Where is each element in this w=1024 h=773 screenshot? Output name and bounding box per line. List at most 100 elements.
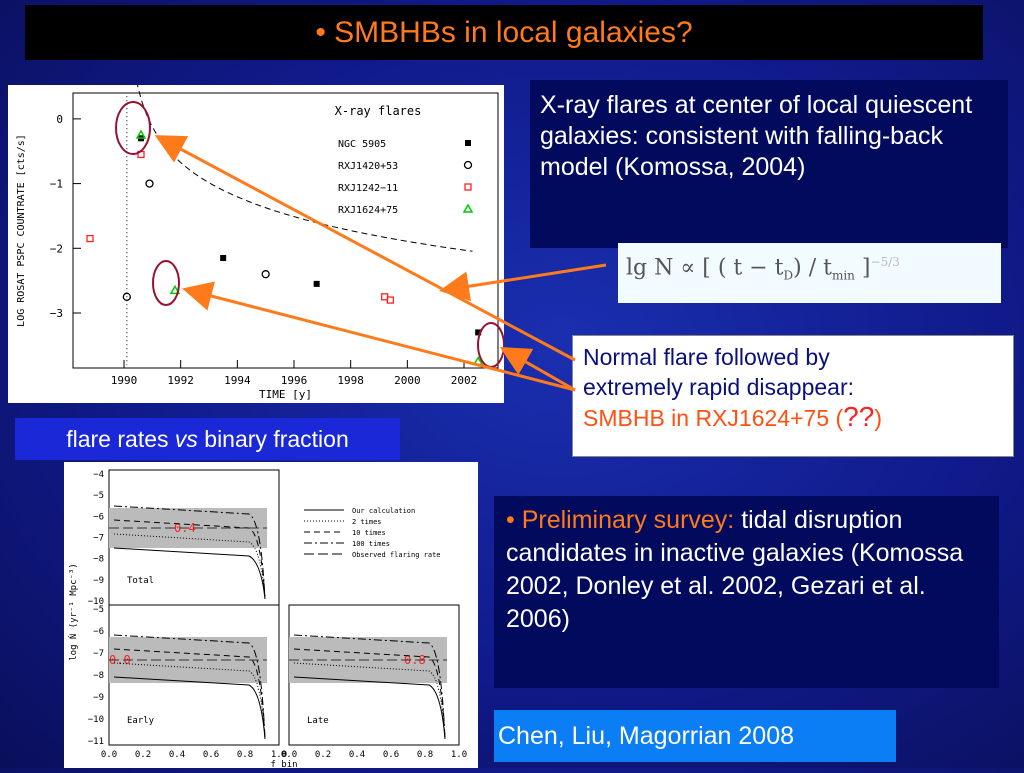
x-tick-label: 0.8 bbox=[417, 750, 433, 760]
y-tick-label: −10 bbox=[88, 597, 104, 607]
flare-rates-em: vs bbox=[174, 426, 198, 452]
x-tick-label: 0.0 bbox=[101, 750, 117, 760]
survey-bullet: • bbox=[506, 506, 522, 534]
formula-box: lg N ∝ [ ( t − tD) / tmin ]−5/3 bbox=[618, 243, 1001, 303]
legend-label: 100 times bbox=[352, 540, 390, 548]
flare-rate-svg: Total 0.4 −4 −5 −6 −7 −8 −9 −10 Early 0.0 −5 −6 −7 −8 −… bbox=[68, 469, 467, 770]
panel-label: Late bbox=[307, 716, 329, 726]
x-axis-label: f_bin bbox=[270, 760, 297, 768]
x-tick-label: 2000 bbox=[394, 374, 421, 387]
flare-note-line1: Normal flare followed by bbox=[583, 344, 830, 370]
x-tick-label: 0.8 bbox=[237, 750, 253, 760]
flare-rates-label: flare rates vs binary fraction bbox=[15, 418, 400, 460]
y-tick-label: 0 bbox=[56, 113, 63, 126]
flare-note-paren-open: ( bbox=[829, 405, 844, 431]
xray-description-text: X-ray flares at center of local quiescen… bbox=[540, 91, 973, 181]
rate-curve bbox=[113, 648, 266, 740]
data-point bbox=[135, 129, 147, 139]
legend-marker bbox=[464, 183, 472, 191]
y-tick-label: −6 bbox=[93, 512, 104, 522]
x-tick-label: 1994 bbox=[224, 374, 251, 387]
data-point bbox=[86, 234, 94, 243]
survey-rest: tidal disruption candidates in inactive … bbox=[506, 506, 964, 633]
y-tick-label: −4 bbox=[93, 470, 104, 480]
legend-label: RXJ1420+53 bbox=[338, 161, 398, 172]
y-tick-label: −7 bbox=[93, 534, 104, 544]
flare-note-qmarks: ?? bbox=[843, 401, 875, 432]
rate-curve bbox=[293, 676, 446, 740]
rate-curve bbox=[113, 547, 266, 600]
legend-marker bbox=[465, 140, 471, 146]
y-tick-label: −5 bbox=[93, 605, 104, 615]
legend-label: NGC 5905 bbox=[338, 139, 386, 150]
highlight-ellipse bbox=[115, 101, 151, 155]
panel-annotation: 0.8 bbox=[404, 653, 426, 667]
plot-frame bbox=[72, 92, 499, 369]
x-tick-label: 0.6 bbox=[383, 750, 399, 760]
formula-close: ] bbox=[861, 255, 871, 281]
data-point bbox=[220, 255, 227, 261]
x-tick-label: 0.2 bbox=[135, 750, 151, 760]
formula-sub2: min bbox=[831, 268, 855, 283]
flare-rate-chart: Total 0.4 −4 −5 −6 −7 −8 −9 −10 Early 0.0 −5 −6 −7 −8 −… bbox=[64, 462, 478, 770]
rate-curve bbox=[293, 662, 446, 740]
x-tick-label: 2002 bbox=[451, 374, 478, 387]
legend-label: 2 times bbox=[352, 518, 382, 526]
highlight-ellipse bbox=[477, 322, 505, 368]
xray-flares-chart: 1990 1992 1994 1996 1998 2000 2002 0 −1 −2 −3 TIME … bbox=[8, 21, 505, 403]
rate-curve bbox=[293, 634, 446, 740]
rate-curve bbox=[113, 533, 266, 600]
flare-note-highlight: SMBHB in RXJ1624+75 bbox=[583, 405, 830, 431]
x-tick-label: 1.0 bbox=[271, 750, 287, 760]
formula-rhs: ∝ [ ( t − t bbox=[680, 255, 784, 281]
y-tick-label: −1 bbox=[50, 178, 63, 191]
panel-label: Early bbox=[127, 716, 155, 726]
legend-marker bbox=[463, 160, 473, 170]
legend-marker bbox=[462, 203, 474, 213]
data-point bbox=[145, 179, 154, 188]
formula: lg N ∝ [ ( t − tD) / tmin ]−5/3 bbox=[626, 255, 900, 283]
legend-label: Observed flaring rate bbox=[352, 551, 441, 559]
flare-note-line2: extremely rapid disappear: bbox=[583, 374, 855, 400]
y-tick-label: −3 bbox=[50, 307, 63, 320]
y-tick-label: −2 bbox=[50, 242, 63, 255]
chart-title: X-ray flares bbox=[335, 104, 422, 118]
flare-note-paren-close: ) bbox=[874, 405, 882, 431]
rate-curve bbox=[113, 634, 266, 740]
citation-text: Chen, Liu, Magorrian 2008 bbox=[498, 722, 795, 750]
arrow-to-late-flare bbox=[499, 347, 576, 392]
y-tick-label: −10 bbox=[88, 715, 104, 725]
y-tick-label: −11 bbox=[88, 737, 104, 747]
formula-mid: ) / t bbox=[793, 255, 832, 281]
legend-label: RXJ1242−11 bbox=[338, 183, 398, 194]
citation-box: Chen, Liu, Magorrian 2008 bbox=[494, 710, 896, 762]
rate-curve bbox=[293, 648, 446, 740]
y-tick-label: −9 bbox=[93, 693, 104, 703]
formula-exp: −5/3 bbox=[870, 255, 900, 269]
survey-head: Preliminary survey: bbox=[521, 506, 735, 534]
formula-lhs: lg N bbox=[626, 255, 674, 281]
y-tick-label: −9 bbox=[93, 576, 104, 586]
x-tick-label: 0.4 bbox=[349, 750, 365, 760]
x-tick-label: 1992 bbox=[167, 374, 194, 387]
y-axis-label: LOG ROSAT PSPC COUNTRATE [cts/s] bbox=[16, 134, 27, 327]
slide-title-bar: • SMBHBs in local galaxies? bbox=[25, 5, 983, 60]
flare-rates-pre: flare rates bbox=[66, 426, 175, 452]
x-axis-label: TIME [y] bbox=[259, 388, 312, 401]
rate-curve bbox=[113, 676, 266, 740]
y-tick-label: −8 bbox=[93, 671, 104, 681]
formula-sub: D bbox=[783, 268, 794, 283]
y-tick-label: −6 bbox=[93, 627, 104, 637]
slide-title: • SMBHBs in local galaxies? bbox=[315, 15, 693, 49]
xray-description-box: X-ray flares at center of local quiescen… bbox=[530, 80, 1008, 248]
highlight-ellipse bbox=[152, 260, 180, 306]
rate-curve bbox=[113, 505, 266, 600]
x-tick-label: 1996 bbox=[281, 374, 308, 387]
flare-rates-post: binary fraction bbox=[197, 426, 349, 452]
panel-label: Total bbox=[127, 576, 154, 586]
xray-flares-svg: 1990 1992 1994 1996 1998 2000 2002 0 −1 −2 −3 TIME … bbox=[16, 21, 505, 401]
x-tick-label: 1990 bbox=[111, 374, 138, 387]
y-tick-label: −8 bbox=[93, 555, 104, 565]
data-point bbox=[261, 270, 270, 279]
flare-note-box: Normal flare followed by extremely rapid… bbox=[572, 335, 1014, 457]
